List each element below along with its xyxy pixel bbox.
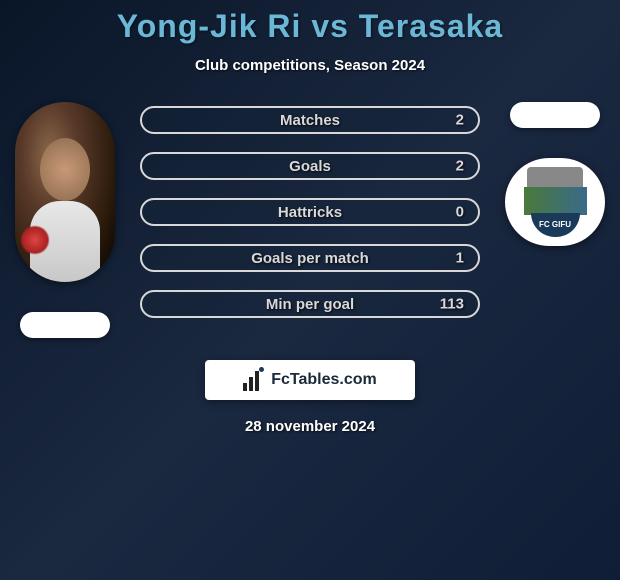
team-logo: FC GIFU: [505, 158, 605, 246]
crest-top: [527, 167, 583, 188]
page-subtitle: Club competitions, Season 2024: [0, 57, 620, 74]
stat-label: Goals per match: [251, 250, 369, 267]
brand-text: FcTables.com: [271, 371, 377, 389]
main-row: Matches 2 Goals 2 Hattricks 0 Goals per …: [0, 102, 620, 338]
crest-bottom: FC GIFU: [531, 213, 580, 238]
stat-value: 113: [440, 296, 464, 313]
player-left-column: [10, 102, 120, 338]
player-left-flag-pill: [20, 312, 110, 338]
stat-row-hattricks: Hattricks 0: [140, 198, 480, 226]
page-title: Yong-Jik Ri vs Terasaka: [0, 8, 620, 45]
stat-row-matches: Matches 2: [140, 106, 480, 134]
crest-mid: [524, 187, 587, 215]
stat-value: 0: [456, 204, 464, 221]
stat-row-goals: Goals 2: [140, 152, 480, 180]
infographic-container: Yong-Jik Ri vs Terasaka Club competition…: [0, 0, 620, 435]
stat-value: 2: [456, 112, 464, 129]
stats-column: Matches 2 Goals 2 Hattricks 0 Goals per …: [140, 102, 480, 318]
stat-label: Hattricks: [278, 204, 342, 221]
stat-row-min-per-goal: Min per goal 113: [140, 290, 480, 318]
brand-box: FcTables.com: [205, 360, 415, 400]
bar-chart-icon: [243, 369, 265, 391]
player-face-placeholder: [40, 138, 90, 201]
stat-row-goals-per-match: Goals per match 1: [140, 244, 480, 272]
player-left-photo: [15, 102, 115, 282]
team-crest-icon: FC GIFU: [520, 167, 590, 237]
flowers-icon: [20, 225, 50, 255]
stat-value: 2: [456, 158, 464, 175]
stat-label: Goals: [289, 158, 331, 175]
stat-label: Matches: [280, 112, 340, 129]
stat-value: 1: [456, 250, 464, 267]
footer: FcTables.com 28 november 2024: [0, 360, 620, 435]
stat-label: Min per goal: [266, 296, 354, 313]
player-right-column: FC GIFU: [500, 102, 610, 246]
player-right-flag-pill: [510, 102, 600, 128]
date-text: 28 november 2024: [245, 418, 375, 435]
